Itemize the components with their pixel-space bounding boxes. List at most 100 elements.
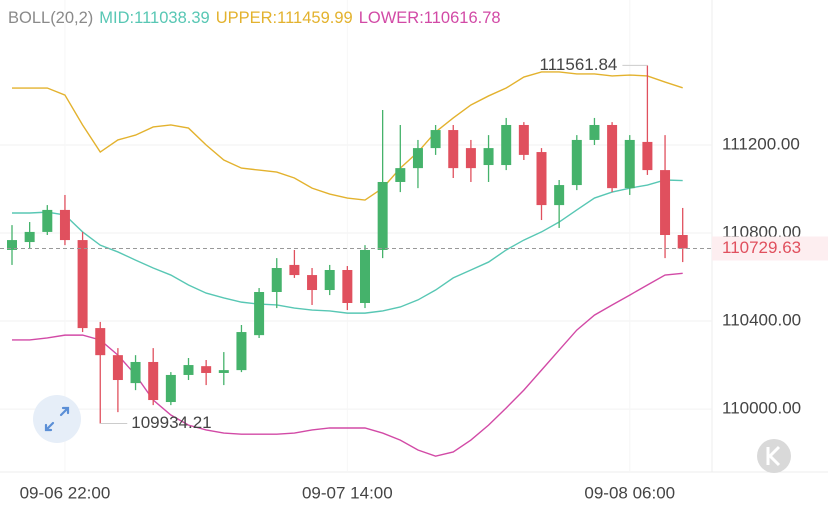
band-line: [12, 179, 683, 314]
candle: [183, 358, 194, 381]
candle: [307, 268, 318, 305]
band-line: [12, 272, 683, 457]
candle-body: [77, 240, 88, 329]
band-line: [12, 71, 683, 201]
candle-body: [465, 148, 476, 169]
candle-body: [360, 249, 370, 304]
candle: [677, 207, 688, 263]
candle-body: [607, 124, 618, 189]
candle-body: [59, 209, 70, 241]
candle-body: [483, 148, 494, 166]
candle-body: [183, 365, 194, 375]
candle-body: [518, 124, 529, 155]
candle: [7, 225, 17, 265]
legend-name: LOWER:: [358, 9, 424, 27]
candle: [589, 117, 600, 146]
candle-body: [24, 231, 35, 243]
candle: [360, 245, 370, 309]
candle: [430, 124, 441, 155]
candle-body: [271, 268, 282, 293]
candle-body: [677, 235, 688, 249]
expand-icon[interactable]: [44, 406, 70, 432]
expand-button-bg[interactable]: [33, 395, 81, 443]
candle-body: [395, 168, 406, 182]
candle: [518, 122, 529, 160]
candle: [59, 194, 70, 246]
candle: [42, 205, 53, 236]
x-tick-label: 09-08 06:00: [584, 483, 675, 502]
candle-body: [448, 130, 459, 169]
candle-body: [501, 124, 512, 166]
candle: [218, 352, 229, 386]
candle-body: [112, 355, 123, 381]
candle: [271, 258, 282, 309]
high-label: 111561.84: [540, 55, 618, 74]
y-tick-label: 111200.00: [722, 134, 800, 153]
candle-body: [412, 148, 423, 169]
candle: [501, 117, 512, 171]
candle: [77, 231, 88, 333]
candle: [465, 139, 476, 182]
candle-body: [95, 328, 106, 356]
candle: [483, 135, 494, 182]
candle: [201, 359, 212, 386]
candle: [95, 321, 106, 424]
candle-body: [571, 139, 582, 186]
candle: [24, 222, 35, 248]
logo-icon[interactable]: [766, 445, 781, 467]
candle-body: [201, 366, 212, 373]
candle: [165, 372, 176, 406]
candle-body: [642, 141, 653, 171]
y-tick-label: 110000.00: [722, 399, 801, 418]
legend-value: 111038.39: [134, 9, 210, 27]
indicator-legend: BOLL(20,2) MID:111038.39 UPPER:111459.99 LO…: [8, 9, 501, 28]
candle: [607, 122, 618, 193]
candle: [642, 65, 653, 175]
candle: [412, 139, 423, 189]
candle-body: [430, 130, 441, 149]
candle-body: [307, 275, 318, 291]
candle: [377, 110, 388, 259]
candle: [571, 135, 582, 191]
candle-body: [324, 269, 335, 291]
candle-body: [254, 292, 265, 336]
candle: [342, 266, 353, 311]
expand-button[interactable]: [33, 395, 81, 443]
price-tag: [712, 236, 828, 261]
candle: [395, 124, 406, 193]
candle-body: [218, 370, 229, 373]
y-tick-label: 110400.00: [722, 311, 801, 330]
indicator-name: BOLL(20,2): [8, 9, 94, 27]
legend-value: 110616.78: [423, 9, 501, 27]
legend-name: MID:: [99, 9, 135, 27]
candle-body: [7, 240, 17, 250]
price-label: 110729.63: [722, 238, 801, 257]
candle: [254, 288, 265, 338]
candle: [236, 325, 247, 373]
x-tick-label: 09-06 22:00: [20, 483, 111, 502]
candle: [536, 148, 547, 221]
candle-body: [289, 264, 300, 276]
candle-body: [148, 361, 159, 401]
logo-button[interactable]: [757, 439, 791, 473]
candle-body: [536, 152, 547, 206]
legend-value: 111459.99: [277, 9, 353, 27]
candle: [660, 135, 671, 259]
low-label: 109934.21: [131, 413, 211, 432]
candle-body: [42, 209, 53, 232]
candle: [624, 135, 635, 195]
logo-bg[interactable]: [757, 439, 791, 473]
legend-name: UPPER:: [215, 9, 278, 27]
candle: [554, 179, 565, 228]
candle-body: [377, 181, 388, 250]
candle-body: [130, 361, 141, 384]
candle-body: [554, 185, 565, 206]
candle-body: [236, 332, 247, 371]
candle: [448, 124, 459, 179]
x-tick-label: 09-07 14:00: [302, 483, 393, 502]
candle-body: [660, 170, 671, 236]
candle: [148, 348, 159, 406]
candle: [130, 355, 141, 391]
